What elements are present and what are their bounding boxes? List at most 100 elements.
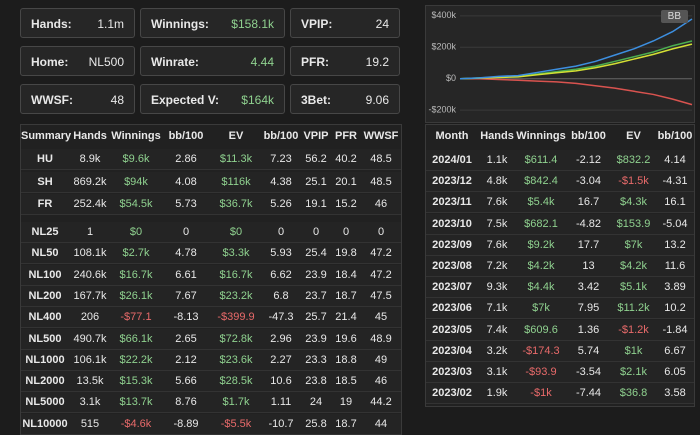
- table-cell: 6.05: [664, 366, 686, 378]
- table-cell: 2023/09: [432, 238, 472, 251]
- stat-value: 48: [110, 93, 124, 107]
- table-cell: 5.66: [175, 375, 197, 388]
- table-cell: $1.7k: [222, 396, 250, 409]
- table-cell: 23.7: [305, 289, 327, 302]
- table-cell: $5.1k: [620, 281, 647, 294]
- table-row: 2023/05 7.4k $609.6 1.36 -$1.2k -1.84: [426, 319, 694, 341]
- table-cell: 6.8: [273, 289, 289, 302]
- line-series: [460, 77, 693, 106]
- table-row: 2023/12 4.8k $842.4 -3.04 -$1.5k -4.31: [426, 171, 694, 193]
- table-cell: 11.6: [664, 260, 686, 272]
- table-row: 2023/09 7.6k $9.2k 17.7 $7k 13.2: [426, 234, 694, 256]
- table-cell: 252.4k: [73, 198, 107, 210]
- table-cell: 18.4: [335, 268, 357, 281]
- table-row: NL100 240.6k $16.7k 6.61 $16.7k 6.62 23.9 18.4 4…: [21, 264, 401, 286]
- table-cell: NL10000: [22, 417, 68, 430]
- table-cell: 7.4k: [486, 323, 508, 336]
- table-cell: $0: [129, 226, 143, 238]
- table-cell: -$5.5k: [220, 417, 252, 430]
- table-cell: 4.08: [175, 175, 197, 188]
- table-cell: 4.78: [175, 247, 197, 260]
- summary-table: Summary Hands Winnings bb/100 EV bb/100 VPIP PF…: [20, 124, 402, 435]
- table-cell: $842.4: [524, 175, 558, 188]
- table-cell: NL2000: [25, 375, 65, 388]
- table-cell: 44: [374, 417, 388, 430]
- stat-value: NL500: [88, 55, 124, 69]
- table-cell: $1k: [624, 344, 643, 357]
- stat-card: Winnings: $158.1k: [140, 8, 285, 38]
- table-cell: 1.36: [577, 323, 600, 336]
- table-cell: 47.2: [370, 247, 392, 260]
- stat-label: 3Bet:: [301, 93, 332, 107]
- table-cell: 56.2: [305, 153, 327, 165]
- table-cell: -2.12: [575, 154, 602, 166]
- table-cell: 48.9: [370, 332, 392, 345]
- table-cell: $13.7k: [119, 396, 153, 409]
- table-cell: 167.7k: [73, 289, 107, 302]
- table-cell: $11.3k: [219, 153, 253, 165]
- table-cell: 2023/07: [432, 281, 472, 294]
- table-cell: 23.9: [305, 332, 327, 345]
- table-cell: 7.2k: [486, 260, 508, 272]
- y-tick-label: $0: [446, 73, 456, 83]
- table-cell: $72.8k: [219, 332, 253, 345]
- stat-card: Winrate: 4.44: [140, 46, 285, 76]
- table-cell: 16.7: [577, 196, 600, 209]
- table-cell: 0: [342, 226, 350, 238]
- table-cell: 3.42: [577, 281, 600, 294]
- table-cell: NL200: [28, 289, 62, 302]
- chart-badge[interactable]: BB: [660, 10, 688, 23]
- table-cell: $26.1k: [119, 289, 153, 302]
- table-cell: 25.7: [305, 311, 327, 324]
- table-cell: FR: [37, 198, 53, 210]
- table-cell: 0: [277, 226, 285, 238]
- table-row: 2023/08 7.2k $4.2k 13 $4.2k 11.6: [426, 256, 694, 277]
- table-cell: $4.3k: [620, 196, 647, 209]
- table-cell: 2.65: [175, 332, 197, 345]
- table-cell: 0: [182, 226, 190, 238]
- table-row: 2023/02 1.9k -$1k -7.44 $36.8 3.58: [426, 383, 694, 405]
- stat-card: Hands: 1.1m: [20, 8, 135, 38]
- table-cell: $2.7k: [122, 247, 150, 260]
- chart: -$200k $0 $200k $400k: [428, 10, 693, 115]
- table-cell: 18.7: [335, 289, 357, 302]
- table-cell: HU: [37, 153, 53, 165]
- table-cell: 20.1: [335, 175, 357, 188]
- stat-card: WWSF: 48: [20, 84, 135, 114]
- header-row: Summary Hands Winnings bb/100 EV bb/100 VPIP PF…: [21, 126, 401, 146]
- table-cell: 46: [374, 198, 388, 210]
- column-header: Winnings: [516, 130, 566, 142]
- table-cell: 7.6k: [486, 238, 508, 251]
- table-cell: 18.7: [335, 417, 357, 430]
- table-cell: 2023/06: [432, 302, 472, 315]
- table-cell: 5.73: [175, 198, 197, 210]
- column-header: WWSF: [363, 130, 399, 142]
- column-header: bb/100: [263, 130, 299, 142]
- table-cell: -$399.9: [217, 311, 255, 324]
- table-cell: 8.9k: [79, 153, 101, 165]
- table-cell: 0: [312, 226, 320, 238]
- table-cell: 19: [339, 396, 353, 409]
- table-cell: 7.23: [270, 153, 292, 165]
- table-cell: -$1k: [530, 387, 552, 400]
- table-row: 2023/07 9.3k $4.4k 3.42 $5.1k 3.89: [426, 277, 694, 299]
- table-cell: 23.8: [305, 375, 327, 388]
- table-cell: -5.04: [662, 217, 688, 230]
- table-cell: 3.1k: [79, 396, 101, 409]
- table-cell: 23.9: [305, 268, 327, 281]
- table-cell: 2023/05: [432, 323, 472, 336]
- table-cell: $4.2k: [527, 260, 555, 272]
- column-header: EV: [228, 130, 244, 142]
- table-cell: 108.1k: [73, 247, 107, 260]
- table-cell: 17.7: [577, 238, 600, 251]
- table-cell: 2023/02: [432, 387, 472, 400]
- stat-card: 3Bet: 9.06: [290, 84, 400, 114]
- stat-value: 4.44: [250, 55, 274, 69]
- table-cell: 19.8: [335, 247, 357, 260]
- table-cell: -1.84: [662, 323, 688, 336]
- table-cell: 5.74: [577, 344, 600, 357]
- table-row: HU 8.9k $9.6k 2.86 $11.3k 7.23 56.2 40.2 48.5: [21, 149, 401, 170]
- stat-card: VPIP: 24: [290, 8, 400, 38]
- table-cell: $28.5k: [219, 375, 253, 388]
